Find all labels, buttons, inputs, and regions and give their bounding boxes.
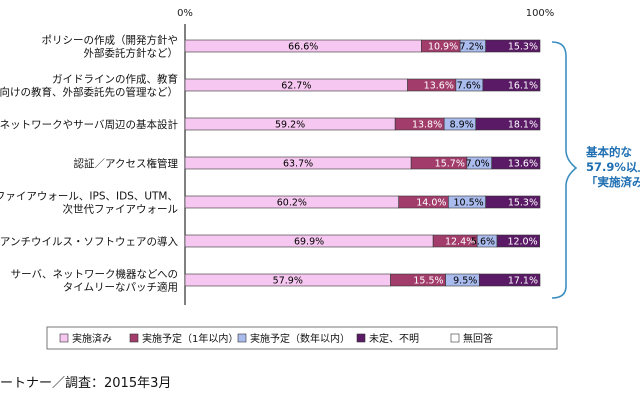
annotation-text: 57.9%以上 xyxy=(586,160,640,174)
data-label: 15.5% xyxy=(413,276,443,287)
data-label: 62.7% xyxy=(281,81,311,92)
category-label: ファイアウォール、IPS、IDS、UTM、 xyxy=(0,191,178,203)
data-label: 7.0% xyxy=(466,159,490,170)
category-label: タイムリーなパッチ適用 xyxy=(63,281,178,294)
bar-segment xyxy=(496,234,540,248)
data-label: 9.5% xyxy=(453,276,477,287)
data-label: 12.4% xyxy=(445,237,475,248)
data-label: 10.5% xyxy=(453,198,483,209)
data-label: 59.2% xyxy=(275,120,305,131)
bar-segment xyxy=(478,273,541,287)
legend-swatch xyxy=(59,333,69,343)
data-label: 7.6% xyxy=(457,81,481,92)
data-label: 60.2% xyxy=(277,198,307,209)
data-label: 63.7% xyxy=(283,159,313,170)
data-label: 14.0% xyxy=(416,198,446,209)
legend-label: 実施予定（1年以内） xyxy=(142,332,238,345)
category-label: 向けの教育、外部委託先の管理など） xyxy=(0,86,178,99)
bar-segment xyxy=(491,156,541,170)
data-label: 15.7% xyxy=(435,159,465,170)
x-tick-label: 0% xyxy=(177,8,193,19)
legend-label: 未定、不明 xyxy=(369,332,419,345)
data-label: 57.9% xyxy=(273,276,303,287)
data-label: 12.0% xyxy=(507,237,537,248)
data-label: 10.9% xyxy=(428,42,458,53)
category-label: ネットワークやサーバ周辺の基本設計 xyxy=(0,118,178,131)
bar-segment xyxy=(485,39,541,53)
legend-label: 実施予定（数年以内） xyxy=(250,332,350,345)
data-label: 16.1% xyxy=(508,81,538,92)
category-label: 次世代ファイアウォール xyxy=(63,203,179,216)
legend-label: 実施済み xyxy=(72,332,112,345)
bar-segment xyxy=(485,195,541,209)
bracket-shape xyxy=(551,41,578,299)
source-note: ートナー／調査：2015年3月 xyxy=(0,376,172,391)
data-label: 69.9% xyxy=(294,237,324,248)
data-label: 13.6% xyxy=(424,81,454,92)
category-label: サーバ、ネットワーク機器などへの xyxy=(11,268,178,281)
data-label: 17.1% xyxy=(508,276,538,287)
category-label: アンチウイルス・ソフトウェアの導入 xyxy=(0,235,178,248)
category-label: ガイドラインの作成、教育 xyxy=(52,73,178,86)
category-label: 外部委託方針など） xyxy=(84,47,179,60)
data-label: 15.3% xyxy=(508,198,538,209)
data-label: 7.2% xyxy=(460,42,484,53)
data-label: 15.3% xyxy=(508,42,538,53)
legend-swatch xyxy=(356,333,366,343)
bar-segment xyxy=(482,78,541,92)
legend-swatch xyxy=(129,333,139,343)
data-label: 8.9% xyxy=(450,120,474,131)
x-tick-label: 100% xyxy=(526,8,555,19)
legend-label: 無回答 xyxy=(463,332,493,345)
data-label: 13.6% xyxy=(508,159,538,170)
annotation-text: 「実施済み xyxy=(586,175,640,189)
data-label: 66.6% xyxy=(288,42,318,53)
category-label: ポリシーの作成（開発方針や xyxy=(42,34,179,47)
data-label: 13.8% xyxy=(412,120,442,131)
legend-swatch xyxy=(237,333,247,343)
legend-swatch xyxy=(450,333,460,343)
category-label: 認証／アクセス権管理 xyxy=(74,157,179,170)
legend-box xyxy=(46,326,558,350)
data-label: 18.1% xyxy=(508,120,538,131)
data-label: 5.6% xyxy=(471,237,495,248)
bar-segment xyxy=(475,117,541,131)
annotation-text: 基本的な xyxy=(585,145,632,159)
